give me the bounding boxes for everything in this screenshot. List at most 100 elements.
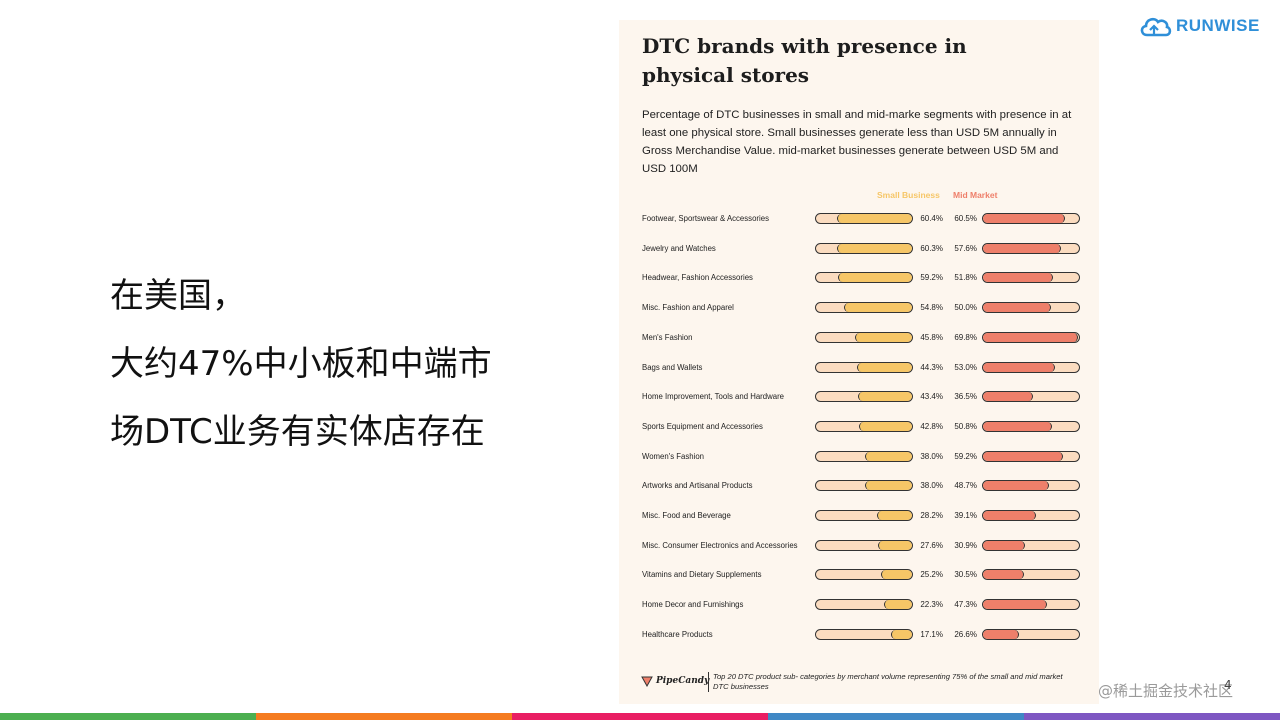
small-business-value: 28.2% (920, 511, 943, 520)
small-business-value: 54.8% (920, 303, 943, 313)
mid-market-track (982, 302, 1080, 314)
mid-market-value: 26.6% (954, 629, 977, 639)
mid-market-bar (983, 540, 1025, 550)
small-business-bar (864, 451, 912, 461)
logo-text: RUNWISE (1176, 16, 1260, 35)
mid-market-value: 57.6% (954, 243, 977, 253)
small-business-track (815, 213, 913, 224)
row-label: Sports Equipment and Accessories (642, 421, 763, 431)
legend-mid-market: Mid Market (953, 190, 998, 200)
mid-market-track (982, 450, 1080, 462)
small-business-bar (838, 273, 912, 283)
bottom-bar-segment (768, 713, 1024, 720)
small-business-value: 45.8% (920, 332, 943, 342)
mid-market-bar (983, 629, 1020, 639)
mid-market-track (982, 599, 1080, 611)
small-business-bar (843, 303, 912, 313)
small-business-track (815, 510, 913, 521)
small-business-value: 38.0% (920, 481, 943, 491)
mid-market-track (982, 361, 1080, 373)
small-business-bar (884, 600, 912, 610)
row-label: Artworks and Artisanal Products (642, 481, 753, 491)
small-business-value: 27.6% (920, 540, 943, 550)
slide-line-3: 场DTC业务有实体店存在 (110, 412, 485, 452)
mid-market-bar (983, 511, 1037, 520)
small-business-track (815, 450, 913, 462)
chart-subtitle: Percentage of DTC businesses in small an… (642, 109, 1072, 175)
small-business-bar (890, 629, 912, 639)
slide-line-2: 大约47%中小板和中端市 (110, 344, 492, 384)
slide-text: 在美国， 大约47%中小板和中端市 场DTC业务有实体店存在 (110, 262, 492, 466)
pipecandy-icon (641, 676, 653, 687)
page-number: 4 (1224, 678, 1232, 692)
small-business-bar (836, 214, 912, 223)
mid-market-value: 51.8% (954, 273, 977, 283)
bottom-bar-segment (1024, 713, 1280, 720)
small-business-bar (836, 243, 912, 253)
small-business-bar (858, 421, 912, 431)
mid-market-value: 69.8% (954, 332, 977, 342)
row-label: Misc. Fashion and Apparel (642, 303, 734, 313)
mid-market-track (982, 420, 1080, 432)
row-label: Healthcare Products (642, 629, 713, 639)
small-business-track (815, 331, 913, 343)
mid-market-track (982, 272, 1080, 284)
pipecandy-logo: PipeCandy (641, 675, 709, 687)
mid-market-bar (983, 600, 1048, 610)
watermark: @稀土掘金技术社区 (1098, 682, 1234, 700)
row-label: Footwear, Sportswear & Accessories (642, 214, 769, 223)
mid-market-track (982, 480, 1080, 492)
row-label: Women's Fashion (642, 451, 705, 461)
mid-market-track (982, 628, 1080, 640)
slide-line-1: 在美国， (110, 276, 246, 316)
chart-panel: DTC brands with presence in physical sto… (619, 20, 1099, 704)
small-business-value: 22.3% (920, 600, 943, 610)
bottom-bar-segment (512, 713, 768, 720)
small-business-value: 42.8% (920, 421, 943, 431)
mid-market-bar (983, 362, 1055, 372)
mid-market-bar (983, 303, 1051, 313)
footer-divider (708, 672, 709, 692)
small-business-track (815, 628, 913, 640)
mid-market-value: 36.5% (954, 392, 977, 402)
chart-title: DTC brands with presence in physical sto… (642, 34, 967, 87)
small-business-track (815, 480, 913, 492)
mid-market-value: 30.5% (954, 570, 977, 580)
mid-market-bar (983, 214, 1066, 223)
row-label: Bags and Wallets (642, 362, 703, 372)
small-business-bar (854, 332, 912, 342)
row-label: Jewelry and Watches (642, 243, 716, 253)
mid-market-value: 39.1% (954, 511, 977, 520)
small-business-track (815, 391, 913, 403)
row-label: Home Decor and Furnishings (642, 600, 744, 610)
mid-market-value: 30.9% (954, 540, 977, 550)
small-business-bar (857, 392, 912, 402)
mid-market-value: 47.3% (954, 600, 977, 610)
small-business-track (815, 361, 913, 373)
small-business-value: 60.3% (920, 243, 943, 253)
row-label: Home Improvement, Tools and Hardware (642, 392, 784, 402)
mid-market-track (982, 391, 1080, 403)
row-label: Vitamins and Dietary Supplements (642, 570, 762, 580)
bottom-bar-segment (0, 713, 256, 720)
row-label: Misc. Food and Beverage (642, 511, 731, 520)
mid-market-bar (983, 392, 1033, 402)
legend-small-business: Small Business (877, 190, 940, 200)
row-label: Misc. Consumer Electronics and Accessori… (642, 540, 798, 550)
small-business-value: 60.4% (920, 214, 943, 223)
mid-market-bar (983, 451, 1064, 461)
mid-market-value: 50.8% (954, 421, 977, 431)
small-business-track (815, 599, 913, 611)
mid-market-bar (983, 570, 1025, 580)
mid-market-value: 60.5% (954, 214, 977, 223)
mid-market-track (982, 213, 1080, 224)
small-business-track (815, 242, 913, 254)
mid-market-value: 50.0% (954, 303, 977, 313)
small-business-track (815, 302, 913, 314)
small-business-value: 44.3% (920, 362, 943, 372)
small-business-bar (876, 511, 912, 520)
runwise-logo: RUNWISE (1138, 10, 1260, 42)
row-label: Men's Fashion (642, 332, 693, 342)
small-business-track (815, 272, 913, 284)
bottom-color-bar (0, 713, 1280, 720)
